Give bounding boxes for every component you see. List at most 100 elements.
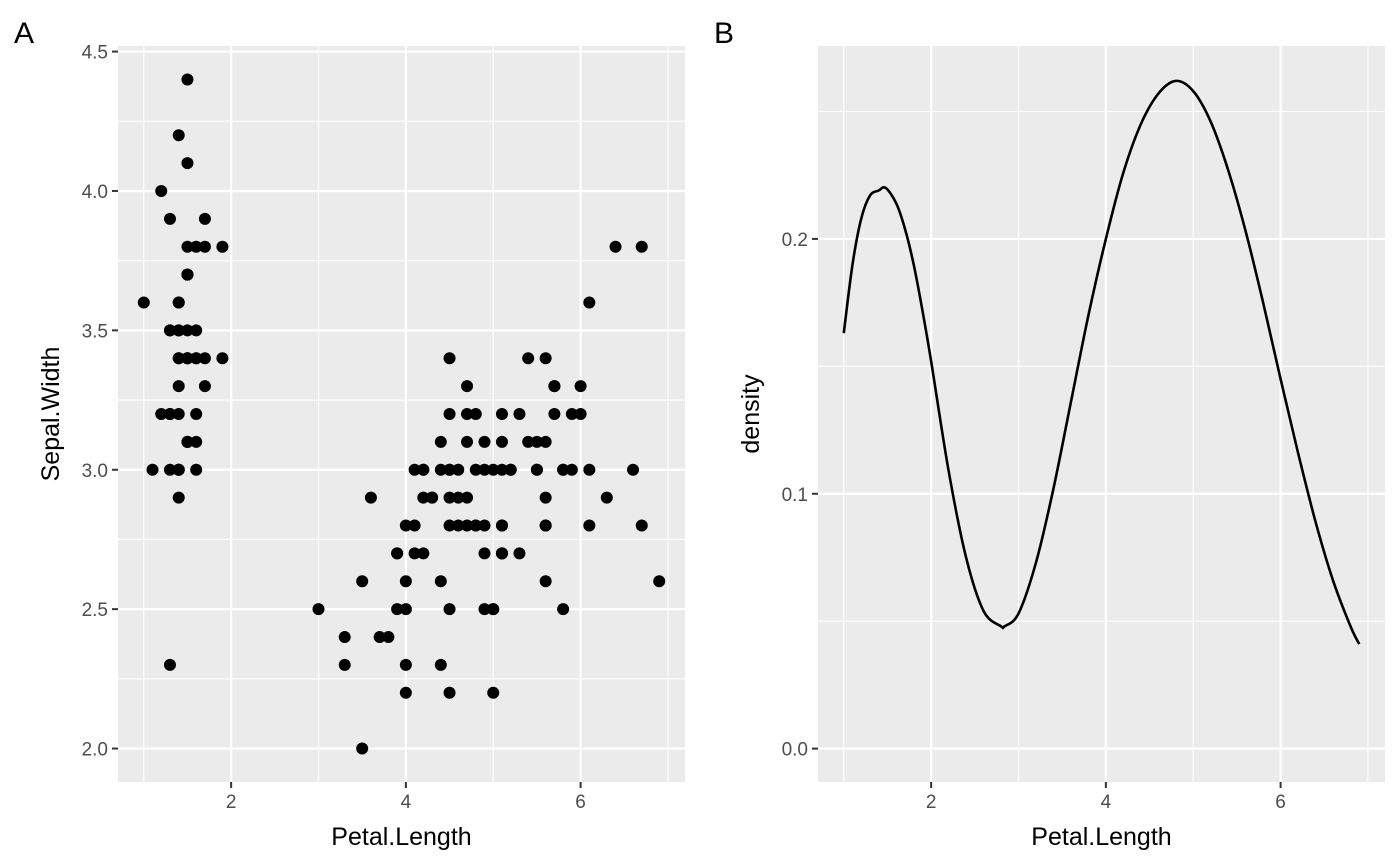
panel-a-x-axis: 2 4 6 [226,782,586,813]
data-point [190,435,203,448]
data-point [312,603,325,616]
panel-b-gridlines [818,46,1385,782]
data-point [198,212,211,225]
data-point [172,324,185,337]
data-point [163,658,176,671]
data-point [443,686,456,699]
data-point [216,240,229,253]
data-point [163,324,176,337]
panel-a-y-axis: 2.0 2.5 3.0 3.5 4.0 4.5 [82,43,118,761]
data-point [565,408,578,420]
data-point [513,408,526,420]
panel-a-points [137,73,666,755]
data-point [583,463,596,476]
panel-b-plot-background [818,46,1385,782]
data-point [338,658,351,671]
panel-b: B 2 4 6 0.0 0.1 0.2 Petal.Length density [714,17,1385,851]
data-point [478,435,491,448]
data-point [338,631,351,644]
y-tick-label: 0.2 [782,230,808,251]
data-point [539,352,552,365]
panel-a: A 2 4 6 2.0 2.5 3.0 3.5 4.0 4.5 Petal.Length Se… [14,17,685,851]
data-point [391,603,404,616]
data-point [163,408,176,420]
data-point [478,603,491,616]
data-point [137,296,150,309]
data-point [461,519,474,532]
data-point [190,463,203,476]
data-point [216,352,229,365]
data-point [172,129,185,142]
data-point [574,408,587,420]
x-tick-label: 2 [226,792,237,813]
data-point [181,73,194,86]
x-tick-label: 6 [575,792,586,813]
data-point [172,463,185,476]
data-point [190,352,203,365]
panel-a-tag: A [14,17,34,50]
data-point [198,240,211,253]
data-point [548,380,561,393]
data-point [426,491,439,504]
data-point [443,408,456,420]
data-point [513,547,526,560]
data-point [539,435,552,448]
data-point [469,463,482,476]
data-point [469,519,482,532]
y-tick-label: 0.1 [782,485,808,506]
data-point [417,491,430,504]
panel-b-density-line [842,79,1361,645]
x-tick-label: 4 [1101,792,1112,813]
data-point [635,240,648,253]
data-point [539,491,552,504]
data-point [452,491,465,504]
data-point [461,408,474,420]
data-point [181,352,194,365]
y-tick-label: 4.5 [82,43,108,64]
data-point [522,435,535,448]
density-line [842,79,1361,645]
data-point [461,435,474,448]
data-point [478,547,491,560]
data-point [408,519,421,532]
data-point [443,463,456,476]
data-point [172,380,185,393]
panel-b-y-axis: 0.0 0.1 0.2 [782,230,818,761]
data-point [574,380,587,393]
data-point [487,463,500,476]
data-point [155,184,168,197]
data-point [399,658,412,671]
data-point [181,157,194,170]
panel-b-tag: B [714,17,734,50]
data-point [155,408,168,420]
x-tick-label: 6 [1275,792,1286,813]
data-point [635,519,648,532]
data-point [495,435,508,448]
data-point [434,463,447,476]
data-point [190,324,203,337]
data-point [408,463,421,476]
data-point [530,463,543,476]
data-point [434,658,447,671]
data-point [557,603,570,616]
data-point [609,240,622,253]
data-point [172,352,185,365]
data-point [172,408,185,420]
data-point [443,603,456,616]
data-point [163,212,176,225]
panel-b-y-axis-title: density [737,374,765,454]
data-point [452,519,465,532]
data-point [443,491,456,504]
data-point [181,268,194,281]
data-point [163,463,176,476]
data-point [399,686,412,699]
data-point [356,575,369,588]
data-point [190,240,203,253]
data-point [417,547,430,560]
data-point [627,463,640,476]
data-point [356,742,369,755]
y-tick-label: 3.0 [82,461,108,482]
data-point [198,352,211,365]
data-point [461,380,474,393]
data-point [600,491,613,504]
